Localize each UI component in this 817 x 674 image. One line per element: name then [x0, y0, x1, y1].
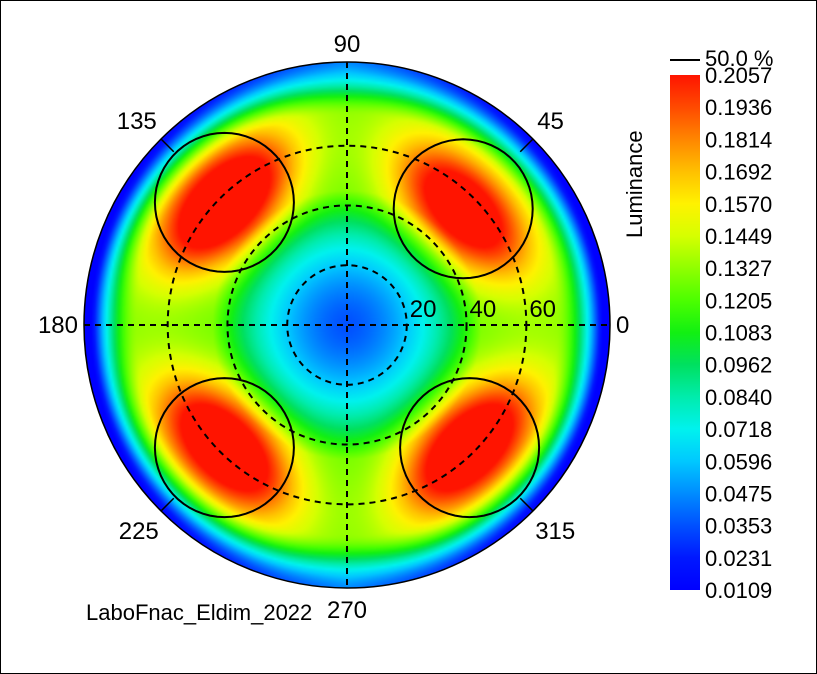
colorbar-tick-label: 0.1205 [705, 288, 772, 313]
angular-tick-label: 135 [117, 108, 157, 135]
angular-tick-label: 0 [616, 312, 629, 339]
angular-tick-mark [160, 138, 175, 153]
radial-tick-label: 60 [529, 296, 556, 323]
colorbar-tick-label: 0.1692 [705, 160, 772, 185]
polar-grid [83, 61, 611, 589]
colorbar-tick-label: 0.2057 [705, 63, 772, 88]
colorbar-title: Luminance [622, 130, 647, 238]
colorbar-tick-label: 0.0475 [705, 481, 772, 506]
angular-tick-label: 180 [38, 312, 78, 339]
radial-tick-label: 20 [410, 296, 437, 323]
colorbar-tick-label: 0.0840 [705, 385, 772, 410]
outer-circle [83, 61, 611, 589]
colorbar-tick-labels: 0.2057 0.1936 0.1814 0.1692 0.1570 0.1449 0.13… [705, 63, 772, 603]
angular-tick-mark [160, 497, 175, 512]
colorbar-tick-label: 0.0353 [705, 514, 772, 539]
angular-tick-label: 225 [119, 518, 159, 545]
angular-tick-label: 270 [327, 597, 367, 624]
angular-tick-mark [519, 497, 534, 512]
contour-line [153, 377, 295, 519]
colorbar-tick-label: 0.1449 [705, 224, 772, 249]
contour-line [392, 138, 534, 280]
colorbar-tick-label: 0.1083 [705, 321, 772, 346]
colorbar-tick-label: 0.1814 [705, 127, 772, 152]
colorbar: 50.0 % Luminance 0.2057 0.1936 0.1814 0.169… [622, 46, 774, 603]
angular-tick-label: 90 [334, 31, 361, 58]
colorbar-tick-label: 0.0231 [705, 546, 772, 571]
colorbar-tick-label: 0.0718 [705, 417, 772, 442]
radial-tick-labels: 20 40 60 [410, 296, 556, 323]
angular-tick-label: 315 [535, 518, 575, 545]
radial-tick-label: 40 [470, 296, 497, 323]
contour-lines [153, 131, 541, 519]
colorbar-tick-label: 0.0596 [705, 449, 772, 474]
contour-line [399, 377, 541, 519]
contour-line [153, 131, 295, 273]
colorbar-tick-label: 0.1570 [705, 192, 772, 217]
angular-tick-mark [519, 138, 534, 153]
colorbar-tick-label: 0.1327 [705, 256, 772, 281]
colorbar-marker-label: 50.0 % [705, 46, 774, 71]
footer-label: LaboFnac_Eldim_2022 [86, 600, 312, 625]
colorbar-tick-label: 0.0109 [705, 578, 772, 603]
colorbar-tick-label: 0.1936 [705, 95, 772, 120]
colorbar-gradient [670, 75, 700, 590]
angular-tick-label: 45 [537, 108, 564, 135]
angular-tick-labels: 0 45 90 135 180 225 270 315 [38, 31, 629, 624]
colorbar-tick-label: 0.0962 [705, 353, 772, 378]
